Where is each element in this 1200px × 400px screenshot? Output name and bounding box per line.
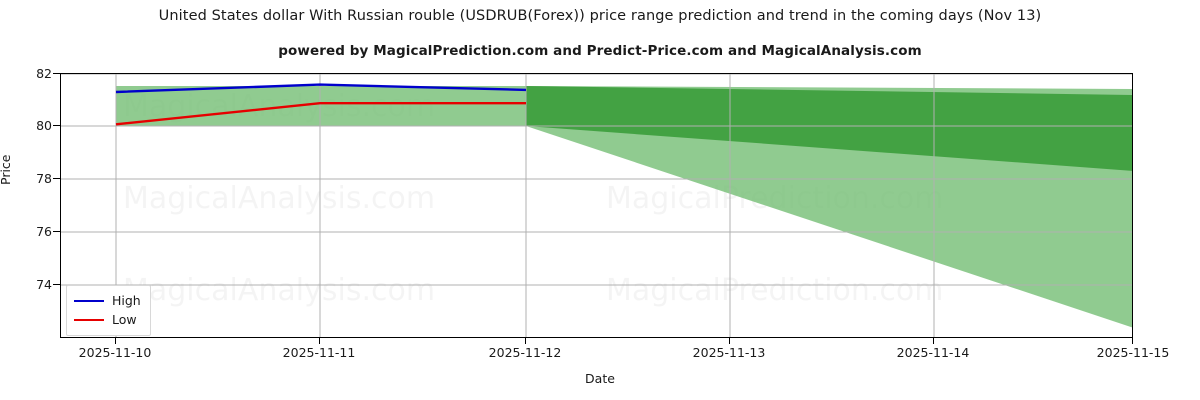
- chart-canvas: [61, 74, 1132, 337]
- x-tick-label-2025-11-14: 2025-11-14: [896, 345, 970, 360]
- chart-legend[interactable]: High Low: [66, 285, 151, 336]
- legend-swatch-high-icon: [74, 299, 104, 302]
- legend-label-high: High: [112, 293, 141, 308]
- x-tick-mark-2025-11-15: [1132, 338, 1134, 344]
- x-tick-label-2025-11-10: 2025-11-10: [78, 345, 152, 360]
- series-line-low: [115, 102, 526, 126]
- y-tick-label-74: 74: [36, 277, 52, 292]
- x-tick-label-2025-11-13: 2025-11-13: [692, 345, 766, 360]
- x-tick-mark-2025-11-12: [525, 338, 527, 344]
- chart-subtitle: powered by MagicalPrediction.com and Pre…: [278, 43, 922, 59]
- y-tick-mark-74: [53, 284, 60, 286]
- y-tick-label-80: 80: [36, 118, 52, 133]
- x-tick-mark-2025-11-13: [729, 338, 731, 344]
- x-tick-label-2025-11-15: 2025-11-15: [1096, 345, 1170, 360]
- historical-range-band: [116, 86, 526, 126]
- y-tick-label-78: 78: [36, 171, 52, 186]
- x-tick-mark-2025-11-11: [319, 338, 321, 344]
- x-axis-title: Date: [585, 371, 615, 386]
- legend-item-low[interactable]: Low: [74, 310, 141, 329]
- forecast-inner-band: [526, 86, 1132, 171]
- y-tick-mark-82: [53, 73, 60, 75]
- x-tick-label-2025-11-12: 2025-11-12: [488, 345, 562, 360]
- y-tick-label-82: 82: [36, 66, 52, 81]
- chart-title: United States dollar With Russian rouble…: [158, 8, 1042, 24]
- legend-swatch-low-icon: [74, 318, 104, 321]
- x-tick-label-2025-11-11: 2025-11-11: [282, 345, 356, 360]
- legend-item-high[interactable]: High: [74, 291, 141, 310]
- series-line-high: [115, 83, 527, 94]
- x-tick-mark-2025-11-14: [933, 338, 935, 344]
- y-tick-mark-76: [53, 231, 60, 233]
- plot-area: MagicalAnalysis.com MagicalPrediction.co…: [60, 73, 1133, 338]
- legend-label-low: Low: [112, 312, 137, 327]
- x-tick-mark-2025-11-10: [115, 338, 117, 344]
- y-tick-mark-80: [53, 125, 60, 127]
- y-tick-label-76: 76: [36, 224, 52, 239]
- y-tick-mark-78: [53, 178, 60, 180]
